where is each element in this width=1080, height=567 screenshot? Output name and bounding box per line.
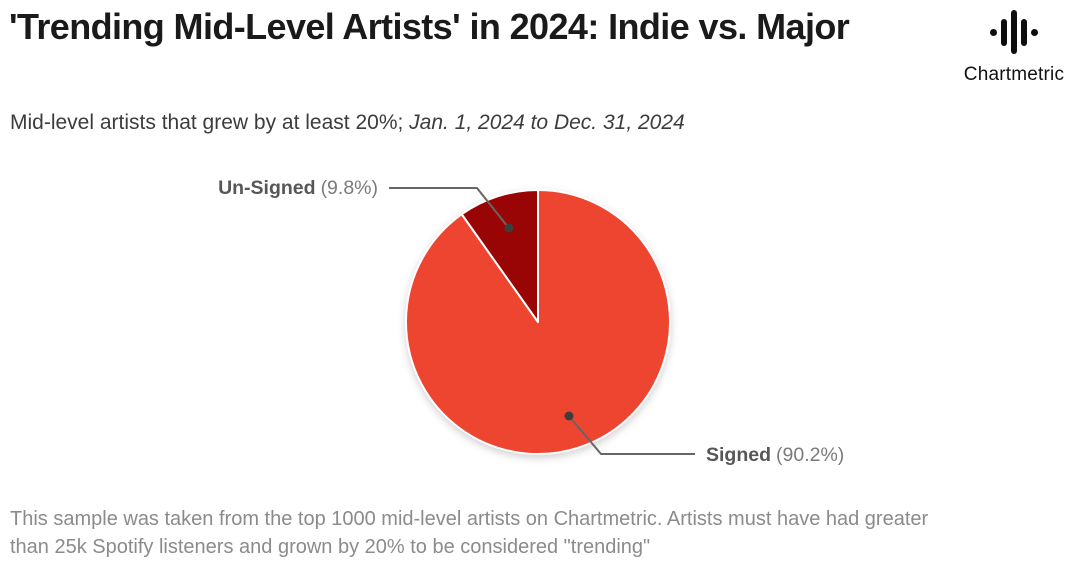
chart-subtitle: Mid-level artists that grew by at least … — [10, 109, 685, 137]
leader-dot-unsigned — [504, 223, 514, 233]
pie-slices-group — [405, 189, 671, 455]
pie-label-signed: Signed (90.2%) — [706, 443, 844, 467]
footnote-line-2: than 25k Spotify listeners and grown by … — [10, 535, 651, 558]
subtitle-plain-text: Mid-level artists that grew by at least … — [10, 111, 410, 134]
leader-line-signed — [568, 415, 695, 455]
pie-label-unsigned: Un-Signed (9.8%) — [150, 176, 378, 200]
pie-label-signed-pct: (90.2%) — [776, 444, 845, 466]
chartmetric-logo: Chartmetric — [950, 8, 1078, 86]
waveform-icon — [990, 8, 1038, 56]
pie-label-signed-name: Signed — [706, 444, 772, 466]
pie-label-unsigned-pct: (9.8%) — [320, 177, 378, 199]
leader-dots-group — [504, 223, 574, 421]
leader-lines-group — [389, 187, 695, 455]
leader-dot-signed — [564, 411, 574, 421]
leader-line-unsigned — [389, 187, 509, 228]
footnote-line-1: This sample was taken from the top 1000 … — [10, 508, 929, 530]
subtitle-date-range: Jan. 1, 2024 to Dec. 31, 2024 — [409, 111, 685, 134]
page-title: 'Trending Mid-Level Artists' in 2024: In… — [9, 6, 850, 47]
pie-slice-un-signed — [460, 189, 539, 323]
pie-label-unsigned-name: Un-Signed — [218, 177, 316, 199]
footnote: This sample was taken from the top 1000 … — [10, 506, 1070, 561]
logo-wordmark: Chartmetric — [963, 64, 1065, 85]
